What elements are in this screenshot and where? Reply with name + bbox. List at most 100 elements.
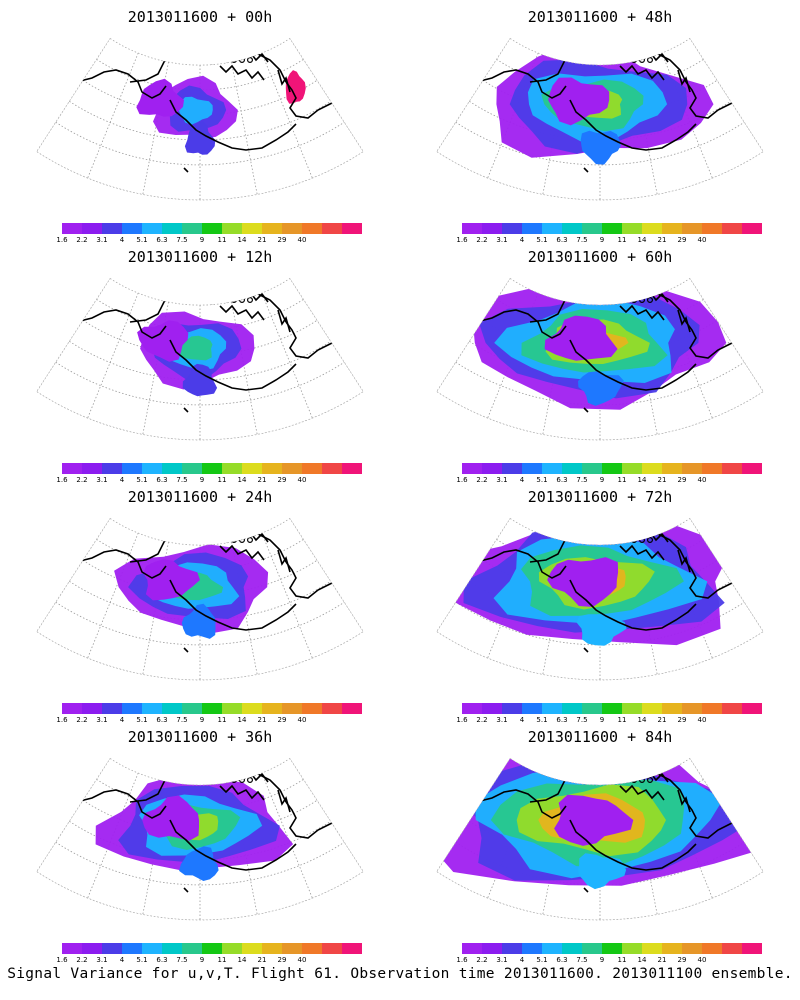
- colorbar-swatch: [142, 223, 162, 234]
- colorbar-tick-label: 5.1: [536, 236, 548, 244]
- colorbar-tick-label: 29: [677, 476, 687, 484]
- colorbar-swatch: [282, 703, 302, 714]
- colorbar-swatch: [522, 223, 542, 234]
- colorbar-labels: 1.6 2.2 3.1 4 5.1 6.3 7.5 9 11 14 21 29 40: [452, 236, 772, 246]
- colorbar-tick-label: 6.3: [556, 716, 568, 724]
- colorbar-tick-label: 3.1: [496, 476, 508, 484]
- panel-grid: 2013011600 + 00h 1.6 2.2 3.1 4 5.1 6.3 7.5 9 11 14…: [0, 0, 800, 964]
- colorbar-swatch: [322, 943, 342, 954]
- colorbar-tick-label: 29: [277, 236, 287, 244]
- colorbar-tick-label: 9: [199, 476, 205, 484]
- panel-title: 2013011600 + 84h: [527, 728, 673, 746]
- map-plot: [436, 277, 764, 441]
- colorbar-tick-label: 11: [617, 956, 627, 964]
- colorbar-tick-label: 11: [217, 236, 227, 244]
- colorbar-tick-label: 3.1: [496, 956, 508, 964]
- colorbar-swatch: [182, 223, 202, 234]
- panel-title: 2013011600 + 72h: [527, 488, 673, 506]
- colorbar-tick-label: 40: [697, 716, 707, 724]
- colorbar-tick-label: 21: [657, 956, 667, 964]
- colorbar-swatch: [562, 463, 582, 474]
- colorbar-swatch: [482, 943, 502, 954]
- colorbar-tick-label: 40: [697, 476, 707, 484]
- colorbar-tick-label: 9: [199, 236, 205, 244]
- colorbar-swatch: [102, 463, 122, 474]
- colorbar-tick-label: 2.2: [476, 236, 488, 244]
- colorbar-tick-label: 40: [297, 236, 307, 244]
- colorbar: [62, 223, 362, 234]
- colorbar-swatch: [502, 223, 522, 234]
- colorbar-swatch: [622, 463, 642, 474]
- colorbar-swatch: [262, 703, 282, 714]
- map-area: [436, 278, 764, 441]
- colorbar-swatch: [582, 703, 602, 714]
- colorbar-swatch: [642, 223, 662, 234]
- colorbar-tick-label: 7.5: [176, 956, 188, 964]
- colorbar-swatch: [302, 703, 322, 714]
- colorbar-tick-label: 4: [519, 476, 525, 484]
- colorbar-tick-label: 1.6: [56, 716, 68, 724]
- colorbar-tick-label: 11: [217, 716, 227, 724]
- colorbar-swatch: [242, 943, 262, 954]
- colorbar-tick-label: 5.1: [536, 476, 548, 484]
- colorbar-tick-label: 29: [277, 476, 287, 484]
- colorbar-tick-label: 29: [277, 956, 287, 964]
- colorbar-swatch: [482, 463, 502, 474]
- colorbar-swatch: [662, 943, 682, 954]
- colorbar-swatch: [302, 463, 322, 474]
- colorbar-swatch: [322, 223, 342, 234]
- colorbar-tick-label: 14: [237, 716, 247, 724]
- colorbar-tick-label: 1.6: [456, 236, 468, 244]
- colorbar-swatch: [162, 463, 182, 474]
- colorbar-swatch: [682, 943, 702, 954]
- colorbar-tick-label: 2.2: [476, 476, 488, 484]
- colorbar-swatch: [282, 943, 302, 954]
- colorbar-swatch: [462, 223, 482, 234]
- colorbar-swatch: [342, 943, 362, 954]
- forecast-panel: 2013011600 + 36h 1.6 2.2 3.1 4 5.1 6.3 7.5 9 11 14…: [0, 720, 400, 964]
- colorbar-tick-label: 14: [237, 476, 247, 484]
- map-area: [436, 38, 764, 201]
- colorbar-swatch: [642, 703, 662, 714]
- colorbar-tick-label: 6.3: [556, 956, 568, 964]
- colorbar-swatch: [482, 223, 502, 234]
- colorbar-swatch: [242, 703, 262, 714]
- colorbar-tick-label: 21: [657, 236, 667, 244]
- forecast-panel: 2013011600 + 84h 1.6 2.2 3.1 4 5.1 6.3 7.5 9 11 14…: [400, 720, 800, 964]
- map-plot: [36, 757, 364, 921]
- map-plot: [36, 37, 364, 201]
- colorbar-swatch: [722, 223, 742, 234]
- panel-title: 2013011600 + 36h: [127, 728, 273, 746]
- map-area: [36, 278, 364, 441]
- colorbar-tick-label: 29: [677, 956, 687, 964]
- colorbar-tick-label: 6.3: [156, 956, 168, 964]
- colorbar-labels: 1.6 2.2 3.1 4 5.1 6.3 7.5 9 11 14 21 29 40: [452, 476, 772, 486]
- colorbar: [462, 703, 762, 714]
- forecast-panel: 2013011600 + 60h 1.6 2.2 3.1 4 5.1 6.3 7.5 9 11 14…: [400, 240, 800, 484]
- variance-field: [137, 311, 255, 397]
- colorbar-swatch: [82, 943, 102, 954]
- colorbar-tick-label: 40: [697, 956, 707, 964]
- colorbar-swatch: [62, 223, 82, 234]
- colorbar-swatch: [542, 463, 562, 474]
- colorbar-tick-label: 3.1: [96, 956, 108, 964]
- colorbar-swatch: [262, 943, 282, 954]
- colorbar-swatch: [682, 463, 702, 474]
- colorbar-swatch: [302, 943, 322, 954]
- colorbar-tick-label: 6.3: [156, 716, 168, 724]
- map-area: [436, 758, 764, 921]
- colorbar-tick-label: 9: [599, 716, 605, 724]
- panel-title: 2013011600 + 48h: [527, 8, 673, 26]
- colorbar-swatch: [722, 463, 742, 474]
- colorbar: [62, 463, 362, 474]
- colorbar-swatch: [502, 463, 522, 474]
- colorbar-tick-label: 11: [217, 956, 227, 964]
- colorbar-swatch: [182, 943, 202, 954]
- colorbar-swatch: [122, 703, 142, 714]
- colorbar-tick-label: 21: [257, 476, 267, 484]
- panel-title: 2013011600 + 24h: [127, 488, 273, 506]
- colorbar-tick-label: 7.5: [176, 236, 188, 244]
- colorbar-tick-label: 7.5: [576, 236, 588, 244]
- forecast-panel: 2013011600 + 48h 1.6 2.2 3.1 4 5.1 6.3 7.5 9 11 14…: [400, 0, 800, 244]
- colorbar-swatch: [142, 703, 162, 714]
